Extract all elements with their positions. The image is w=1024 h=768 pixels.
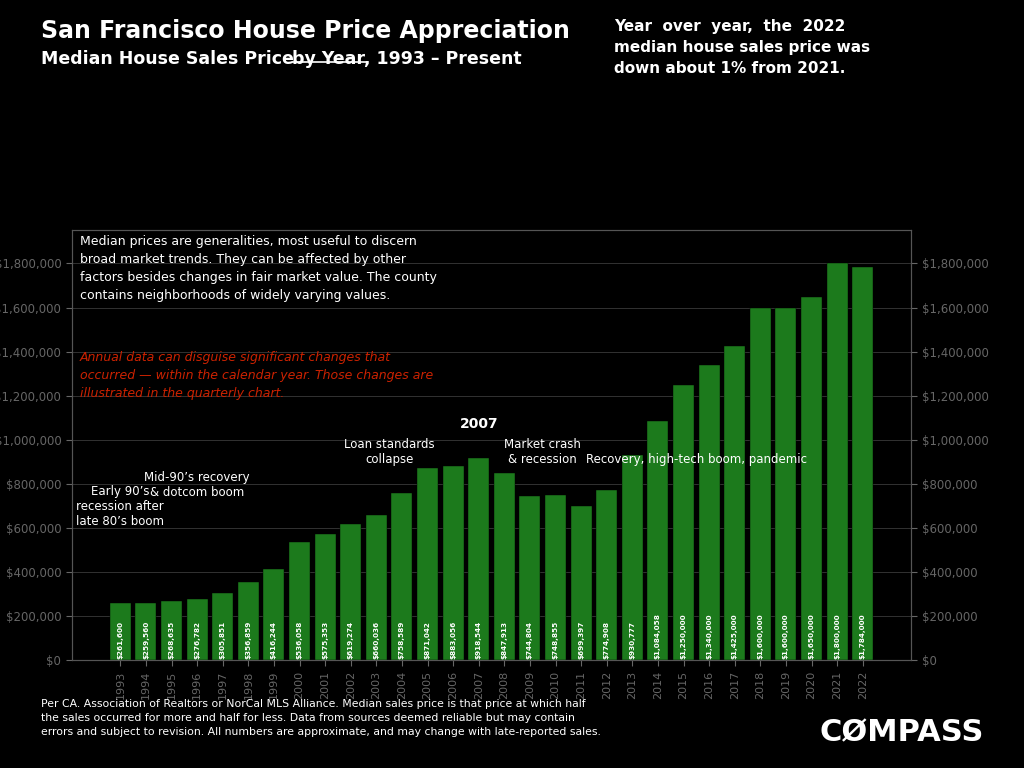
Text: $847,913: $847,913 <box>502 621 507 659</box>
Bar <box>442 465 464 660</box>
Bar <box>852 267 873 660</box>
Bar <box>110 603 131 660</box>
Bar <box>570 506 592 660</box>
Text: $774,908: $774,908 <box>604 621 609 659</box>
Text: $748,855: $748,855 <box>553 621 558 659</box>
Text: $619,274: $619,274 <box>348 621 353 659</box>
Bar <box>263 568 285 660</box>
Bar <box>212 593 233 660</box>
Bar <box>750 308 771 660</box>
Bar <box>596 489 617 660</box>
Text: $268,635: $268,635 <box>169 621 174 659</box>
Bar <box>186 600 208 660</box>
Text: $1,425,000: $1,425,000 <box>732 613 737 659</box>
Bar <box>289 542 310 660</box>
Text: Recovery, high-tech boom, pandemic: Recovery, high-tech boom, pandemic <box>586 453 807 466</box>
Text: Per CA. Association of Realtors or NorCal MLS Alliance. Median sales price is th: Per CA. Association of Realtors or NorCa… <box>41 699 601 737</box>
Bar <box>135 603 157 660</box>
Bar <box>366 515 387 660</box>
Bar <box>826 263 848 660</box>
Text: $416,244: $416,244 <box>271 621 276 659</box>
Text: $1,250,000: $1,250,000 <box>681 613 686 659</box>
Text: $1,600,000: $1,600,000 <box>783 613 788 659</box>
Text: $1,340,000: $1,340,000 <box>707 613 712 659</box>
Bar <box>519 496 541 660</box>
Bar <box>698 365 720 660</box>
Text: $1,084,058: $1,084,058 <box>655 613 660 659</box>
Text: $918,544: $918,544 <box>476 621 481 659</box>
Text: $1,600,000: $1,600,000 <box>758 613 763 659</box>
Text: Annual data can disguise significant changes that
occurred — within the calendar: Annual data can disguise significant cha… <box>80 351 433 400</box>
Bar <box>724 346 745 660</box>
Text: $930,777: $930,777 <box>630 621 635 659</box>
Bar <box>775 308 797 660</box>
Text: Market crash
& recession: Market crash & recession <box>504 439 582 466</box>
Text: San Francisco House Price Appreciation: San Francisco House Price Appreciation <box>41 19 569 43</box>
Text: $575,353: $575,353 <box>323 621 328 659</box>
Text: Year  over  year,  the  2022
median house sales price was
down about 1% from 202: Year over year, the 2022 median house sa… <box>614 19 870 76</box>
Bar <box>417 468 438 660</box>
Bar <box>494 473 515 660</box>
Bar <box>622 455 643 660</box>
Bar <box>545 495 566 660</box>
Text: $699,397: $699,397 <box>579 621 584 659</box>
Text: $758,589: $758,589 <box>399 621 404 659</box>
Bar <box>801 296 822 660</box>
Text: 2007: 2007 <box>460 417 498 431</box>
Bar <box>340 524 361 660</box>
Bar <box>468 458 489 660</box>
Text: $261,600: $261,600 <box>118 621 123 659</box>
Text: $883,056: $883,056 <box>451 621 456 659</box>
Text: $536,058: $536,058 <box>297 621 302 659</box>
Text: $744,804: $744,804 <box>527 621 532 659</box>
Bar <box>647 422 669 660</box>
Text: $660,036: $660,036 <box>374 621 379 659</box>
Text: Early 90’s
recession after
late 80’s boom: Early 90’s recession after late 80’s boo… <box>77 485 164 528</box>
Text: CØMPASS: CØMPASS <box>819 718 984 747</box>
Text: $1,650,000: $1,650,000 <box>809 613 814 659</box>
Text: Median prices are generalities, most useful to discern
broad market trends. They: Median prices are generalities, most use… <box>80 235 437 302</box>
Bar <box>238 582 259 660</box>
Text: Mid-90’s recovery
& dotcom boom: Mid-90’s recovery & dotcom boom <box>144 472 250 499</box>
Text: $871,042: $871,042 <box>425 621 430 659</box>
Text: $1,784,000: $1,784,000 <box>860 613 865 659</box>
Text: $305,851: $305,851 <box>220 621 225 659</box>
Text: , 1993 – Present: , 1993 – Present <box>364 50 521 68</box>
Text: $276,782: $276,782 <box>195 621 200 659</box>
Text: $1,800,000: $1,800,000 <box>835 613 840 659</box>
Bar <box>314 534 336 660</box>
Bar <box>391 493 413 660</box>
Bar <box>161 601 182 660</box>
Text: by Year: by Year <box>292 50 365 68</box>
Text: $259,560: $259,560 <box>143 621 148 659</box>
Text: $356,859: $356,859 <box>246 621 251 659</box>
Text: Median House Sales Price: Median House Sales Price <box>41 50 300 68</box>
Bar <box>673 385 694 660</box>
Text: Loan standards
collapse: Loan standards collapse <box>344 439 434 466</box>
